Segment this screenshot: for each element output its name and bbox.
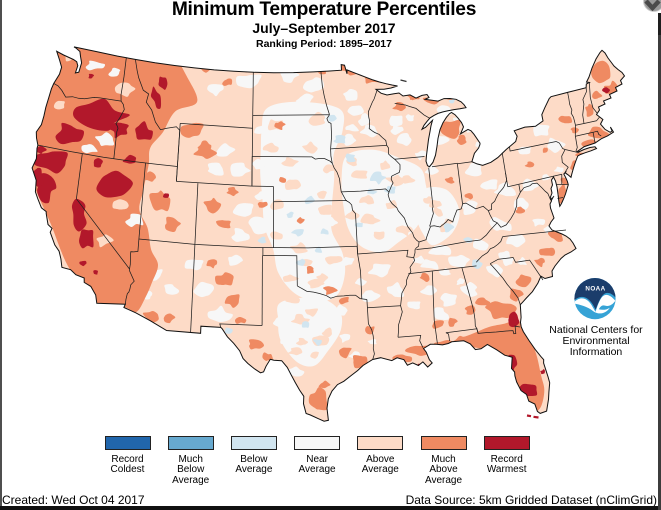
svg-text:NOAA: NOAA bbox=[585, 286, 605, 293]
